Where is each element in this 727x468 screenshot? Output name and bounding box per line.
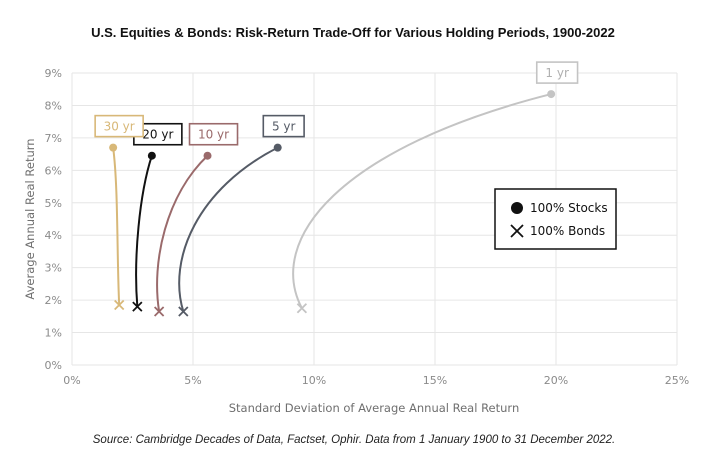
y-tick-label: 1%	[45, 327, 62, 340]
legend-x-marker	[510, 224, 524, 238]
series-label: 5 yr	[272, 120, 296, 134]
y-tick-label: 2%	[45, 294, 62, 307]
series-label-box	[262, 114, 305, 138]
y-tick-label: 7%	[45, 132, 62, 145]
bonds-point-stroke	[114, 299, 125, 311]
series-label-box	[188, 122, 239, 146]
x-tick-label: 20%	[544, 374, 568, 387]
legend-label-stocks: 100% Stocks	[530, 201, 608, 215]
y-tick-label: 9%	[45, 67, 62, 80]
x-tick-label: 5%	[184, 374, 201, 387]
series-layer: 1 yr 5 yr 10 yr 20 yr 30 yr	[94, 61, 579, 317]
x-tick-label: 10%	[302, 374, 326, 387]
y-tick-label: 5%	[45, 197, 62, 210]
x-tick-label: 25%	[665, 374, 689, 387]
source-note: Source: Cambridge Decades of Data, Facts…	[93, 434, 615, 446]
stocks-point	[109, 143, 118, 152]
series-group: 1 yr	[292, 61, 579, 314]
y-tick-label: 3%	[45, 262, 62, 275]
bonds-point-stroke	[132, 301, 143, 312]
series-curve	[156, 155, 209, 312]
legend-label-bonds: 100% Bonds	[530, 224, 605, 238]
bonds-point-stroke	[296, 303, 308, 314]
stocks-point	[547, 90, 556, 99]
series-label: 10 yr	[198, 128, 229, 142]
series-label-box	[535, 61, 579, 84]
legend-dot-marker	[511, 202, 523, 214]
legend: 100% Stocks 100% Bonds	[494, 188, 617, 250]
bonds-point-stroke	[178, 306, 189, 317]
bonds-point	[114, 299, 125, 311]
series-label: 30 yr	[104, 120, 135, 134]
bonds-point-stroke	[153, 306, 165, 317]
bonds-point	[153, 306, 165, 317]
x-tick-label: 15%	[423, 374, 447, 387]
series-label: 1 yr	[545, 66, 569, 80]
y-tick-label: 4%	[45, 229, 62, 242]
bonds-point	[178, 306, 189, 317]
series-curve	[135, 155, 153, 307]
series-curve	[178, 146, 279, 312]
x-axis-label: Standard Deviation of Average Annual Rea…	[229, 401, 520, 415]
stocks-point	[203, 151, 212, 160]
y-tick-label: 8%	[45, 99, 62, 112]
stocks-point	[147, 151, 156, 160]
stocks-point	[273, 143, 282, 152]
x-tick-label: 0%	[63, 374, 80, 387]
legend-box	[494, 188, 617, 250]
series-curve	[112, 147, 121, 306]
y-tick-label: 6%	[45, 164, 62, 177]
tick-labels: 0% 1% 2% 3% 4% 5% 6% 7% 8% 9% 0% 5% 10% 15% 20% 25%	[45, 67, 690, 387]
chart-title: U.S. Equities & Bonds: Risk-Return Trade…	[91, 25, 615, 40]
series-label-box	[94, 114, 144, 138]
series-group: 10 yr	[153, 122, 239, 317]
bonds-point	[132, 301, 143, 312]
y-tick-label: 0%	[45, 359, 62, 372]
bonds-point	[296, 303, 308, 314]
series-label: 20 yr	[142, 128, 173, 142]
series-group: 20 yr	[132, 122, 183, 312]
y-axis-label: Average Annual Real Return	[23, 138, 37, 299]
series-group: 5 yr	[178, 114, 305, 317]
series-curve	[292, 93, 552, 309]
series-group: 30 yr	[94, 114, 144, 311]
